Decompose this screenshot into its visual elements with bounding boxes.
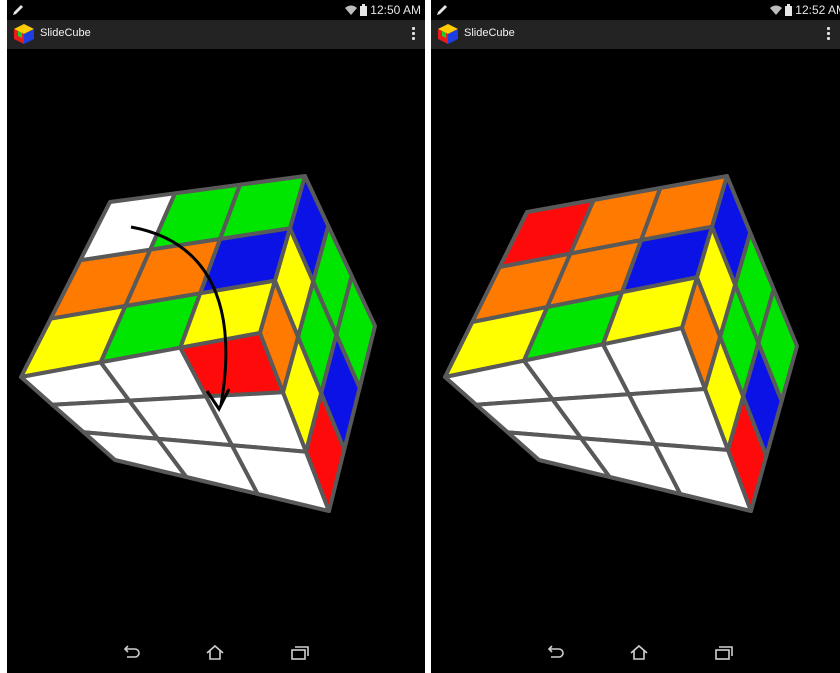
- cube-view[interactable]: [7, 49, 425, 633]
- recent-apps-icon[interactable]: [711, 643, 735, 663]
- pencil-icon: [13, 5, 23, 15]
- phone-screen-left: 12:50 AM SlideCube: [7, 0, 425, 673]
- home-icon[interactable]: [627, 643, 651, 663]
- app-title: SlideCube: [40, 27, 91, 39]
- status-bar: 12:50 AM: [7, 0, 425, 20]
- action-bar: SlideCube: [7, 20, 425, 49]
- phone-screen-right: 12:52 AM SlideCube: [431, 0, 840, 673]
- rubiks-cube[interactable]: [443, 174, 799, 513]
- status-bar: 12:52 AM: [431, 0, 840, 20]
- cube-view[interactable]: [431, 49, 840, 633]
- battery-icon: [360, 4, 368, 16]
- recent-apps-icon[interactable]: [287, 643, 311, 663]
- right-face-sticker[interactable]: [756, 287, 799, 403]
- status-time: 12:50 AM: [370, 3, 421, 17]
- app-title: SlideCube: [464, 27, 515, 39]
- pencil-icon: [437, 5, 447, 15]
- right-face-sticker[interactable]: [334, 274, 377, 390]
- status-right: 12:50 AM: [345, 2, 421, 18]
- status-time: 12:52 AM: [795, 3, 840, 17]
- overflow-menu-icon[interactable]: [406, 25, 420, 45]
- slidecube-logo-icon[interactable]: [13, 23, 35, 45]
- swipe-arrow: [130, 225, 231, 412]
- home-icon[interactable]: [203, 643, 227, 663]
- back-icon[interactable]: [119, 643, 143, 663]
- status-right: 12:52 AM: [770, 2, 840, 18]
- action-bar: SlideCube: [431, 20, 840, 49]
- overflow-menu-icon[interactable]: [821, 25, 835, 45]
- battery-icon: [785, 4, 793, 16]
- rubiks-cube[interactable]: [19, 174, 377, 513]
- back-icon[interactable]: [543, 643, 567, 663]
- navigation-bar: [7, 633, 425, 673]
- wifi-icon: [770, 5, 783, 15]
- slidecube-logo-icon[interactable]: [437, 23, 459, 45]
- navigation-bar: [431, 633, 840, 673]
- wifi-icon: [345, 5, 358, 15]
